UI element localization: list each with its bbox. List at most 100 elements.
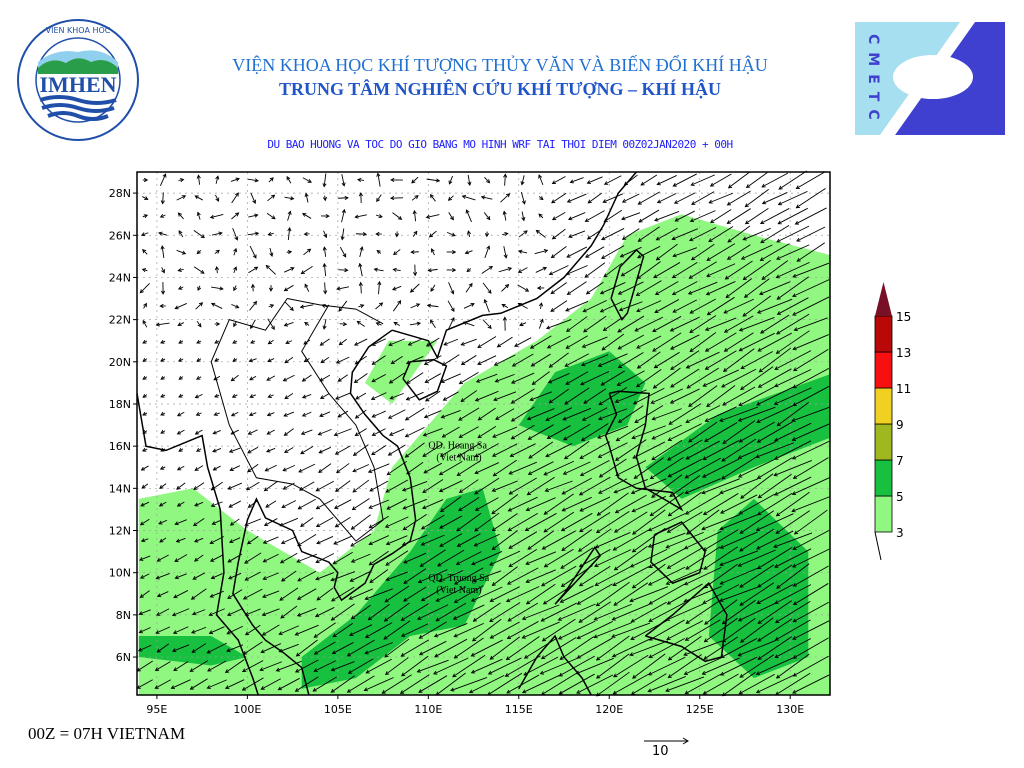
wind-arrow — [465, 209, 472, 223]
wind-arrow — [674, 210, 695, 222]
wind-arrow — [176, 482, 186, 490]
wind-arrow — [525, 497, 556, 512]
wind-arrow — [349, 570, 372, 582]
wind-arrow — [580, 370, 610, 386]
wind-arrow — [520, 192, 526, 205]
wind-arrow — [489, 636, 520, 660]
wind-arrow — [502, 210, 507, 221]
wind-arrow — [503, 173, 508, 186]
wind-arrow — [228, 500, 242, 508]
wind-arrow — [458, 479, 479, 493]
wind-arrow — [298, 481, 315, 491]
wind-arrow — [392, 267, 401, 272]
wind-arrow — [359, 246, 364, 258]
wind-arrow — [756, 546, 793, 570]
wind-arrow — [738, 317, 775, 332]
wind-arrow — [259, 661, 283, 672]
wind-arrow — [585, 281, 604, 295]
wind-arrow — [755, 530, 794, 550]
wind-arrow — [405, 391, 424, 401]
wind-arrow — [634, 316, 664, 332]
wind-arrow — [666, 583, 703, 605]
wind-arrow — [231, 303, 240, 309]
wind-arrow — [722, 420, 756, 444]
wind-arrow — [477, 355, 497, 365]
wind-arrow — [438, 570, 464, 583]
wind-arrow — [347, 658, 374, 674]
wind-arrow — [294, 624, 319, 636]
wind-arrow — [632, 509, 666, 535]
wind-arrow — [792, 655, 829, 677]
wind-arrow — [138, 627, 151, 634]
wind-arrow — [439, 515, 463, 529]
wind-arrow — [330, 586, 355, 602]
wind-arrow — [284, 447, 294, 453]
wind-arrow — [156, 608, 170, 616]
wind-arrow — [603, 262, 623, 278]
wind-arrow — [386, 460, 407, 476]
wind-arrow — [267, 394, 274, 398]
wind-arrow — [275, 660, 302, 672]
logo-center-text: IMHEN — [40, 72, 117, 97]
legend-label: 11 — [896, 382, 911, 396]
wind-arrow — [503, 246, 508, 259]
wind-arrow — [341, 174, 346, 187]
wind-arrow — [358, 281, 363, 294]
wind-arrow — [793, 317, 828, 332]
wind-arrow — [350, 604, 371, 620]
wind-arrow — [269, 247, 274, 257]
wind-arrow — [301, 411, 312, 417]
wind-arrow — [538, 213, 544, 219]
wind-arrow — [597, 425, 629, 439]
wind-arrow — [563, 440, 590, 460]
wind-arrow — [508, 477, 537, 495]
wind-arrow — [757, 636, 793, 660]
wind-arrow — [602, 317, 623, 332]
wind-arrow — [703, 636, 739, 660]
wind-arrow — [453, 637, 484, 659]
wind-arrow — [508, 548, 538, 568]
wind-arrow — [546, 425, 571, 439]
wind-arrow — [543, 460, 575, 476]
wind-arrow — [400, 623, 429, 637]
wind-arrow — [422, 443, 444, 457]
wind-arrow — [317, 428, 332, 436]
wind-arrow — [206, 679, 227, 689]
wind-arrow — [525, 551, 557, 566]
wind-arrow — [773, 387, 812, 405]
wind-arrow — [629, 548, 668, 568]
wind-arrow — [672, 247, 697, 258]
shade-5-7 — [301, 488, 501, 689]
wind-arrow — [704, 332, 737, 352]
wind-arrow — [758, 281, 791, 296]
wind-arrow — [721, 438, 757, 462]
wind-arrow — [232, 339, 238, 344]
wind-arrow — [189, 678, 208, 690]
wind-arrow — [304, 283, 310, 292]
wind-arrow — [491, 480, 518, 492]
wind-arrow — [388, 372, 405, 384]
wind-arrow — [593, 622, 633, 639]
wind-arrow — [404, 426, 425, 438]
wind-arrow — [665, 531, 704, 549]
wind-arrow — [171, 608, 190, 617]
wind-arrow — [737, 602, 776, 622]
wind-arrow — [740, 617, 774, 643]
wind-arrow — [376, 249, 382, 254]
wind-arrow — [403, 568, 427, 584]
wind-arrow — [792, 262, 830, 278]
wind-arrow — [441, 354, 460, 366]
wind-arrow — [233, 285, 237, 292]
wind-arrow — [193, 482, 205, 490]
wind-arrow — [260, 643, 282, 654]
wind-arrow — [704, 350, 737, 370]
wind-arrow — [466, 230, 472, 237]
wind-arrow — [294, 659, 319, 673]
wind-arrow — [483, 212, 491, 221]
wind-arrow — [493, 391, 517, 402]
wind-arrow — [494, 373, 515, 383]
wind-arrow — [330, 603, 355, 621]
wind-arrow — [214, 339, 220, 344]
wind-arrow — [760, 314, 790, 334]
wind-arrow — [543, 548, 574, 568]
